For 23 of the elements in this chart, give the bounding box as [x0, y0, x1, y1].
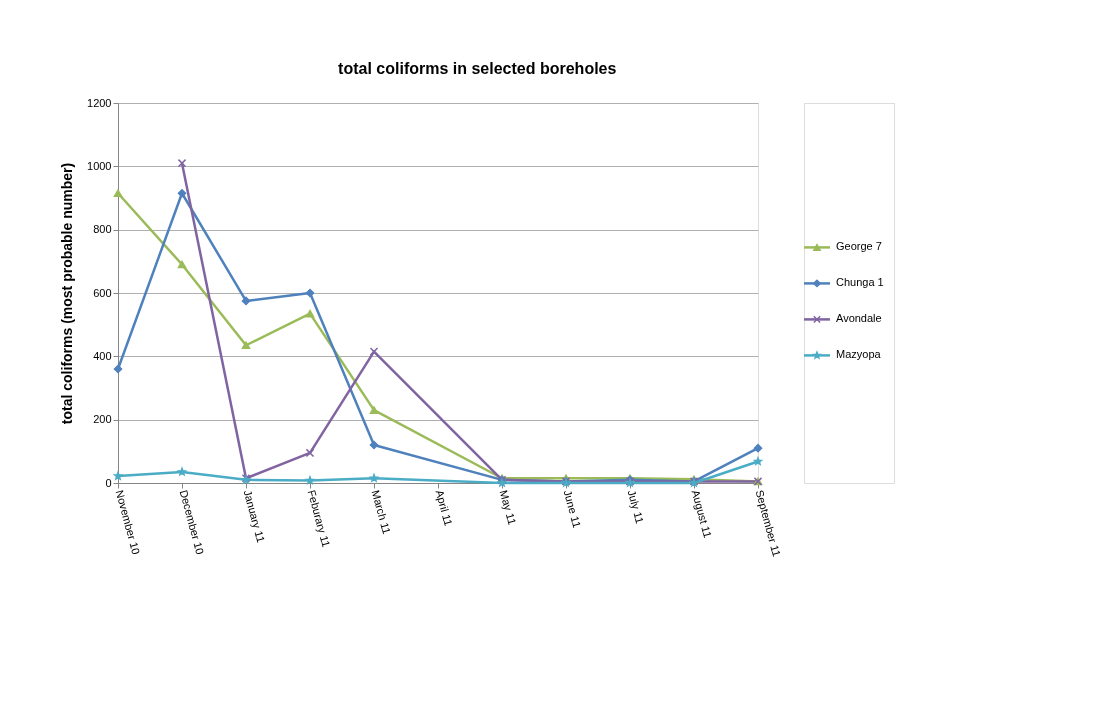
x-tick-label: March 11	[369, 488, 393, 536]
x-tick-label: December 10	[177, 488, 207, 556]
y-tick-label: 200	[93, 413, 112, 426]
x-tick-label: Feburary 11	[305, 488, 333, 549]
y-tick-label: 400	[93, 349, 112, 362]
legend-label: Avondale	[836, 312, 882, 325]
x-tick-label: August 11	[689, 488, 714, 539]
chart-title: total coliforms in selected boreholes	[338, 59, 617, 77]
y-tick-label: 1200	[87, 96, 112, 109]
y-axis-title: total coliforms (most probable number)	[59, 162, 76, 425]
x-tick-label: January 11	[241, 488, 268, 544]
legend-label: Chunga 1	[836, 276, 884, 289]
legend-label: Mazyopa	[836, 348, 882, 361]
x-tick-label: June 11	[561, 488, 584, 529]
x-tick-label: May 11	[497, 488, 519, 526]
x-tick-label: July 11	[625, 488, 647, 525]
x-tick-label: April 11	[433, 488, 455, 528]
y-tick-label: 800	[93, 223, 112, 236]
legend-label: George 7	[836, 240, 882, 253]
y-tick-label: 600	[93, 286, 112, 299]
y-tick-label: 1000	[87, 159, 112, 172]
y-tick-label: 0	[105, 476, 112, 489]
x-tick-label: November 10	[113, 488, 143, 556]
